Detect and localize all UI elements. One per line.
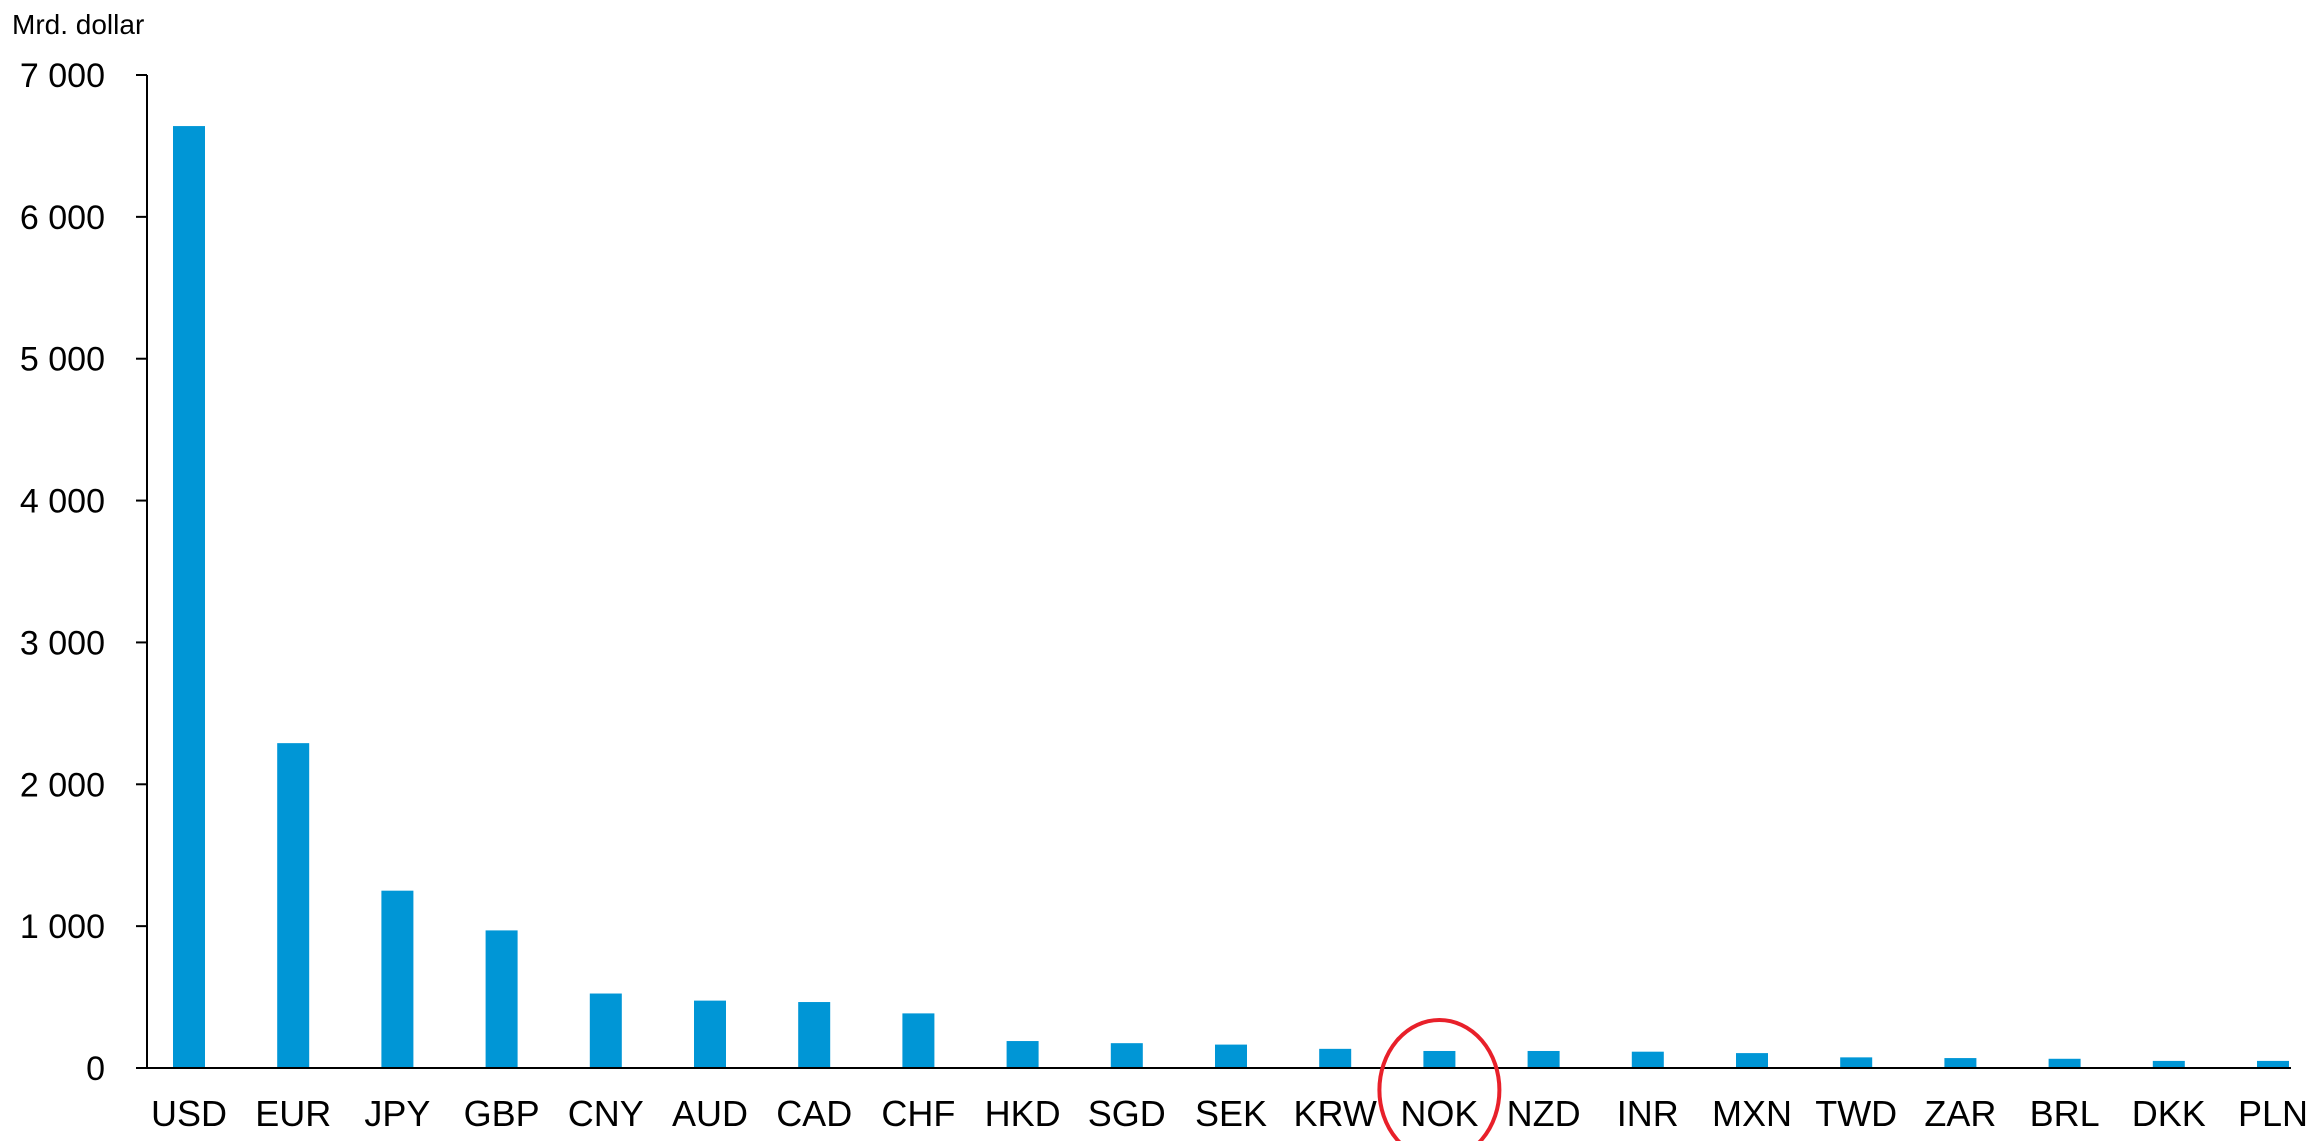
y-tick-label: 3 000 — [20, 624, 105, 662]
y-tick-label: 1 000 — [20, 908, 105, 946]
x-tick-label: CAD — [776, 1093, 852, 1134]
bar-nok — [1423, 1050, 1456, 1068]
bar-twd — [1840, 1057, 1873, 1068]
bar-krw — [1319, 1048, 1352, 1068]
x-tick-label: ZAR — [1924, 1093, 1996, 1134]
x-tick-label: NZD — [1507, 1093, 1581, 1134]
x-tick-label: MXN — [1712, 1093, 1792, 1134]
x-tick-label: EUR — [255, 1093, 331, 1134]
x-tick-label: CHF — [881, 1093, 955, 1134]
y-tick-label: 4 000 — [20, 483, 105, 521]
x-tick-label: NOK — [1400, 1093, 1478, 1134]
x-tick-label: SEK — [1195, 1093, 1267, 1134]
bar-jpy — [381, 890, 414, 1068]
x-tick-label: GBP — [464, 1093, 540, 1134]
x-tick-label: HKD — [985, 1093, 1061, 1134]
y-tick-label: 6 000 — [20, 199, 105, 237]
y-axis-unit-label: Mrd. dollar — [12, 9, 144, 40]
bar-hkd — [1006, 1041, 1039, 1068]
bar-brl — [2048, 1058, 2081, 1068]
x-tick-label: DKK — [2132, 1093, 2206, 1134]
bar-eur — [277, 743, 310, 1068]
bar-usd — [173, 126, 205, 1068]
x-tick-label: KRW — [1294, 1093, 1377, 1134]
y-tick-label: 7 000 — [20, 57, 105, 95]
bar-pln — [2257, 1060, 2289, 1068]
bar-nzd — [1527, 1050, 1560, 1068]
x-tick-label: INR — [1617, 1093, 1679, 1134]
bar-gbp — [485, 930, 518, 1068]
bar-sgd — [1110, 1043, 1143, 1068]
bar-dkk — [2152, 1060, 2185, 1068]
x-tick-label: JPY — [364, 1093, 430, 1134]
bar-chf — [902, 1013, 935, 1068]
bar-aud — [694, 1000, 726, 1068]
highlight-circle — [1377, 1018, 1502, 1141]
bars — [173, 126, 2289, 1068]
x-tick-label: AUD — [672, 1093, 748, 1134]
x-tick-label: TWD — [1815, 1093, 1897, 1134]
x-axis: USD EUR JPY GBP CNY AUD CAD CHF HKD SGD SEK KRW NOK N… — [147, 1067, 2308, 1134]
y-tick-label: 5 000 — [20, 341, 105, 379]
y-tick-label: 0 — [86, 1050, 105, 1088]
x-tick-label: USD — [151, 1093, 227, 1134]
bar-cny — [589, 993, 622, 1068]
bar-sek — [1215, 1044, 1247, 1068]
y-axis: 0 1 000 2 000 3 000 4 000 5 000 6 000 7 000 — [20, 57, 148, 1088]
bar-inr — [1631, 1051, 1664, 1068]
x-tick-label: CNY — [568, 1093, 644, 1134]
bar-cad — [798, 1002, 831, 1068]
bar-mxn — [1736, 1053, 1768, 1068]
y-tick-label: 2 000 — [20, 766, 105, 804]
x-tick-label: BRL — [2030, 1093, 2100, 1134]
bar-zar — [1944, 1058, 1977, 1068]
x-tick-label: SGD — [1088, 1093, 1166, 1134]
x-tick-label: PLN — [2238, 1093, 2308, 1134]
highlight-annotation — [1377, 1018, 1502, 1141]
